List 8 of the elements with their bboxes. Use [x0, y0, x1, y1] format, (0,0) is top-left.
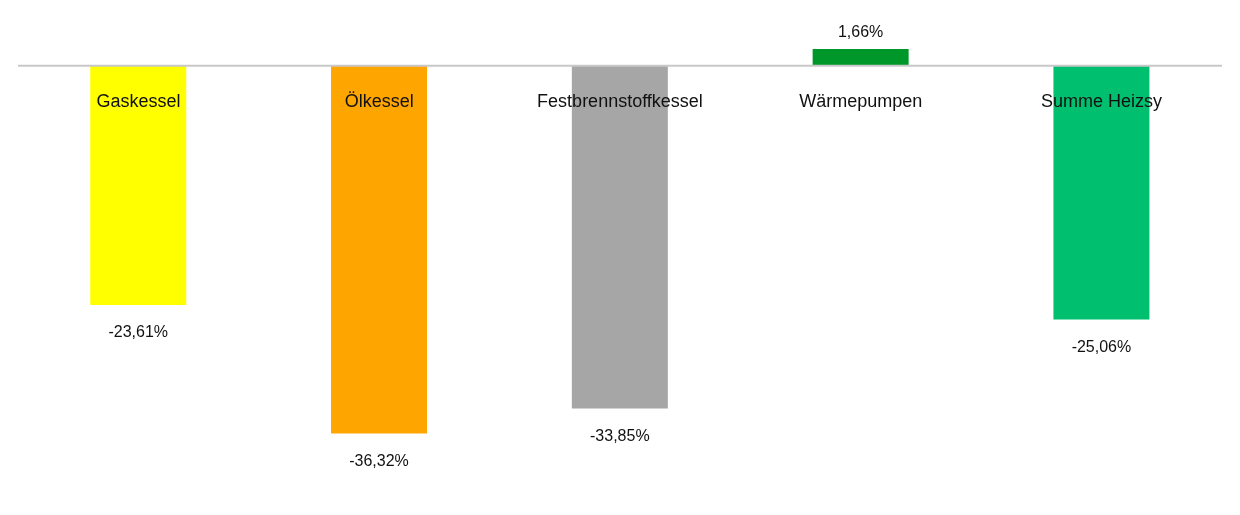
data-label: 1,66% — [837, 23, 884, 40]
data-label: -23,61% — [108, 322, 169, 340]
x-tick-label: Gaskessel — [96, 90, 181, 111]
x-tick-label: Ölkessel — [344, 90, 414, 111]
data-label: -33,85% — [590, 426, 650, 444]
data-label: -36,32% — [349, 451, 409, 469]
x-tick-label: Wärmepumpen — [799, 90, 923, 111]
data-label: -25,06% — [1071, 337, 1132, 355]
